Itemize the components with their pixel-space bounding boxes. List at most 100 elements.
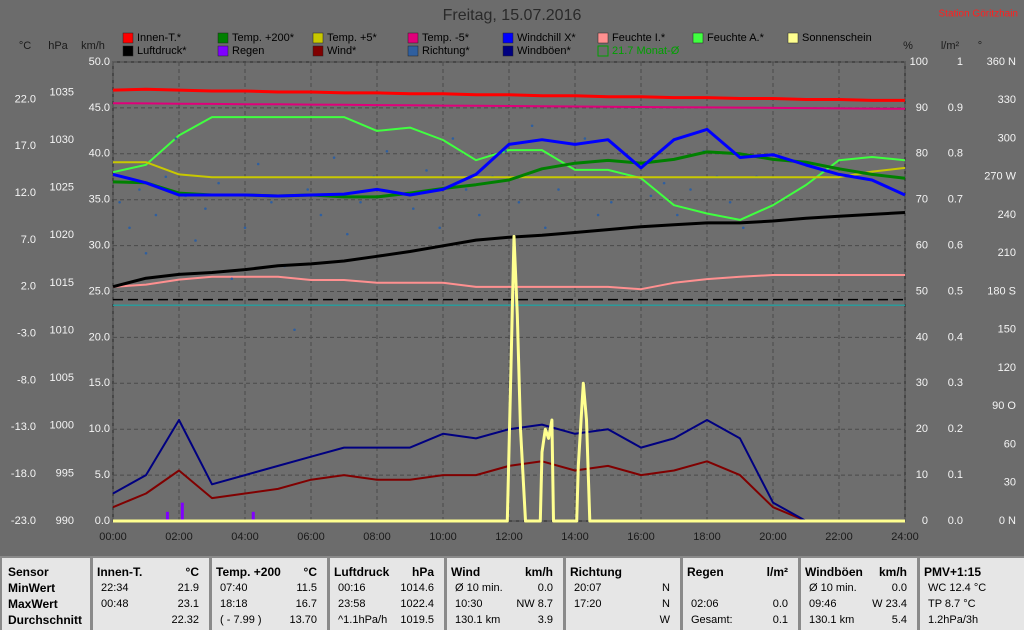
direction-dot	[412, 207, 415, 210]
y-tick-label: 240	[998, 209, 1016, 221]
y-tick-label: 25.0	[89, 285, 110, 297]
series-line	[112, 211, 906, 289]
cell-left: 00:16	[338, 582, 366, 594]
y-tick-label: 1030	[50, 134, 74, 146]
cell-right: 5.4	[891, 614, 907, 626]
direction-dot	[742, 226, 745, 230]
cell-left: 20:07	[574, 582, 602, 594]
y-tick-label: 1	[957, 56, 963, 68]
direction-dot	[204, 207, 207, 210]
y-tick-label: 30.0	[89, 240, 110, 252]
series-line	[113, 161, 906, 179]
stats-section: Sensor MinWert MaxWert Durchschnitt	[2, 558, 90, 630]
y-tick-label: 0.3	[948, 377, 963, 389]
direction-dot	[359, 200, 362, 204]
x-tick-label: 02:00	[165, 531, 193, 543]
legend-swatch	[787, 32, 799, 44]
y-tick-label: -13.0	[11, 421, 36, 433]
y-tick-label: 0.5	[948, 285, 963, 297]
legend-label: Feuchte I.*	[612, 32, 666, 44]
station-name: Station Göritzhain	[939, 9, 1019, 20]
y-tick-label: 15.0	[89, 377, 110, 389]
y-tick-label: 40.0	[89, 148, 110, 160]
direction-dot	[544, 226, 547, 230]
x-tick-label: 08:00	[363, 531, 391, 543]
direction-dot	[154, 213, 158, 217]
legend-label: Wind*	[327, 45, 357, 57]
y-tick-label: 50	[916, 285, 928, 297]
column-unit: °C	[303, 565, 317, 579]
direction-dot	[293, 328, 296, 332]
direction-dot	[583, 137, 587, 140]
direction-dot	[728, 200, 732, 204]
y-tick-label: 30	[916, 377, 928, 389]
x-tick-label: 00:00	[99, 531, 127, 543]
row-label: Durchschnitt	[8, 613, 83, 627]
row-label: Sensor	[8, 565, 49, 579]
cell-left: 18:18	[220, 598, 248, 610]
y-tick-label: 995	[56, 467, 74, 479]
legend-swatch	[597, 45, 609, 57]
series-line	[112, 274, 905, 291]
direction-dot	[256, 162, 260, 166]
y-tick-label: 150	[998, 324, 1016, 336]
direction-dot	[438, 226, 442, 230]
column-header: Regen	[687, 565, 724, 579]
y-tick-label: 45.0	[89, 102, 110, 114]
y-tick-label: 1005	[50, 372, 74, 384]
y-tick-label: 30	[1004, 477, 1016, 489]
y-tick-label: 300	[998, 132, 1016, 144]
y-tick-label: 0 N	[999, 515, 1016, 527]
x-tick-label: 24:00	[891, 531, 919, 543]
y-tick-label: 12.0	[15, 187, 36, 199]
direction-dot	[332, 156, 336, 159]
y-tick-label: 1020	[50, 229, 74, 241]
legend-swatch	[217, 32, 229, 44]
legend-label: Luftdruck*	[137, 45, 187, 57]
y-tick-label: 100	[910, 56, 928, 68]
cell-right: 0.1	[772, 614, 788, 626]
y-tick-label: 0.7	[948, 194, 963, 206]
legend-swatch	[597, 32, 609, 44]
series-line	[112, 116, 906, 221]
direction-dot	[217, 181, 220, 185]
direction-dot	[689, 188, 692, 191]
cell-right: W 23.4	[872, 598, 907, 610]
direction-dot	[144, 251, 148, 255]
y-tick-label: 40	[916, 331, 928, 343]
cell-left: 07:40	[220, 582, 248, 594]
x-tick-label: 18:00	[693, 531, 721, 543]
stats-section: Regen l/m² 02:06 0.0 Gesamt: 0.1	[683, 558, 798, 630]
legend-label: Windchill X*	[517, 32, 576, 44]
column-unit: °C	[185, 565, 199, 579]
cell-left: 23:58	[338, 598, 366, 610]
y-tick-label: 60	[1004, 438, 1016, 450]
stats-section: Richtung 20:07 N 17:20 N W	[566, 558, 680, 630]
cell-left: 17:20	[574, 598, 602, 610]
cell-right: 22.32	[171, 614, 199, 626]
column-unit: km/h	[878, 565, 907, 579]
direction-dot	[557, 188, 560, 191]
column-unit: l/m²	[766, 565, 788, 579]
cell-right: 1022.4	[400, 598, 434, 610]
x-tick-label: 04:00	[231, 531, 259, 543]
direction-dot	[517, 200, 521, 204]
cell-right: W	[659, 614, 670, 626]
cell-right: N	[662, 598, 670, 610]
legend-label: Temp. +200*	[232, 32, 295, 44]
y-tick-label: 1015	[50, 277, 74, 289]
column-header: Richtung	[570, 565, 622, 579]
cell-left: Gesamt:	[691, 614, 733, 626]
y-tick-label: -8.0	[17, 374, 36, 386]
cell-right: 0.0	[772, 598, 788, 610]
legend-swatch	[407, 32, 419, 44]
legend-label: Temp. +5*	[327, 32, 378, 44]
direction-dot	[346, 232, 349, 236]
stats-section: Wind km/h Ø 10 min. 0.0 10:30 NW 8.7 130.1 km 3…	[447, 558, 563, 630]
y-tick-label: 60	[916, 240, 928, 252]
y-tick-label: 120	[998, 362, 1016, 374]
cell-left: ^1.1hPa/h	[338, 614, 388, 626]
cell-right: 21.9	[177, 582, 199, 594]
column-header: Wind	[451, 565, 481, 579]
